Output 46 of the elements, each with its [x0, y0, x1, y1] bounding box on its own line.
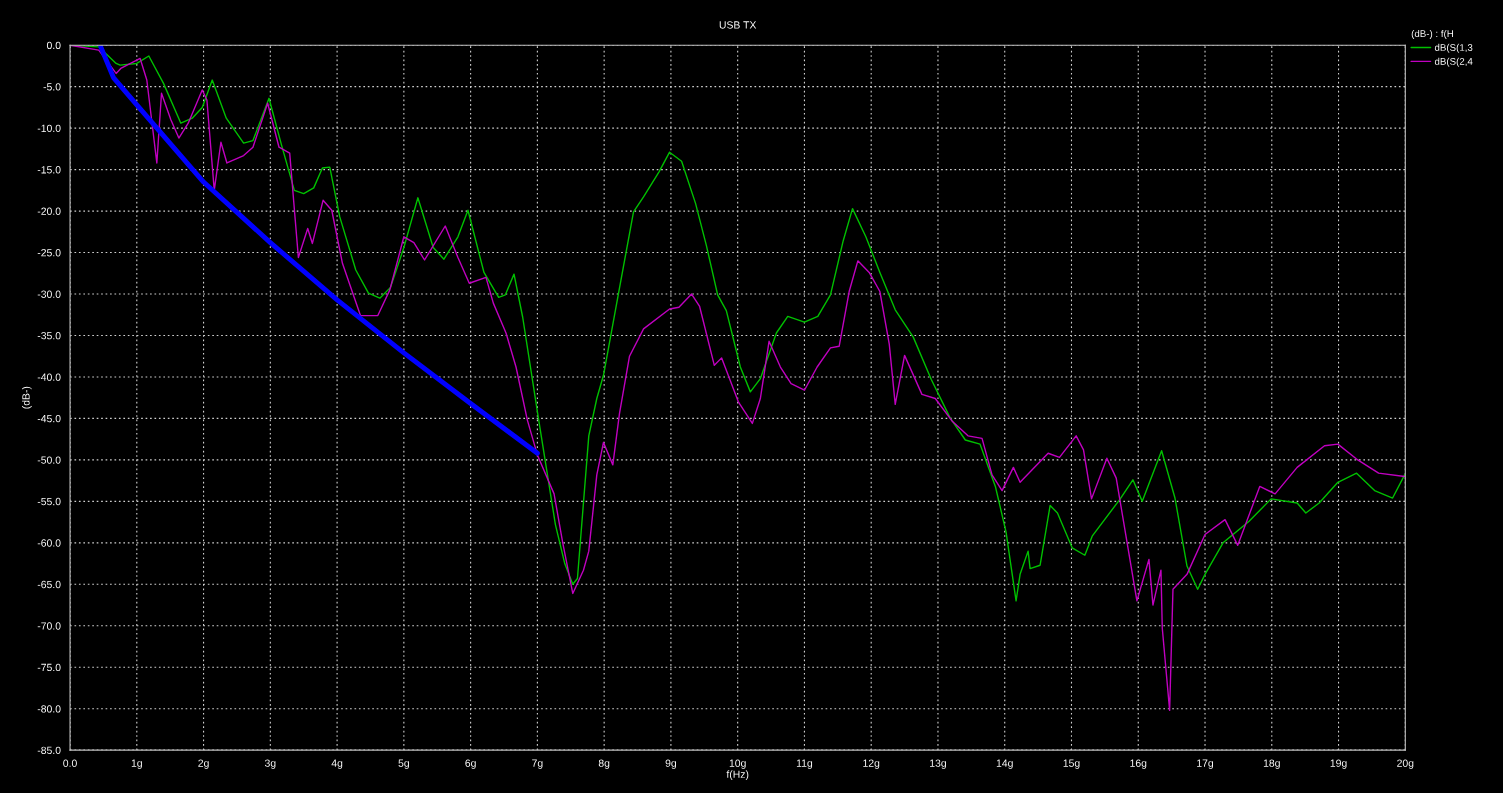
x-tick-label: 9g: [665, 759, 677, 769]
x-tick-label: 11g: [796, 759, 813, 769]
x-tick-label: 8g: [598, 759, 610, 769]
y-tick-label: -25.0: [37, 249, 61, 257]
x-tick-label: 0.0: [63, 759, 77, 767]
y-tick-label: -30.0: [37, 290, 61, 298]
x-tick-label: 6g: [465, 759, 476, 769]
y-tick-label: -45.0: [37, 414, 61, 423]
y-tick-label: -35.0: [37, 331, 61, 340]
x-tick-label: 19g: [1330, 759, 1347, 769]
y-tick-label: -55.0: [37, 497, 61, 506]
x-tick-label: 3g: [264, 759, 276, 769]
x-tick-label: 18g: [1263, 759, 1280, 769]
x-tick-label: 5g: [398, 759, 409, 769]
x-tick-label: 12g: [863, 759, 880, 769]
x-tick-label: 20g: [1397, 759, 1414, 769]
y-tick-label: -80.0: [37, 705, 61, 713]
legend-label: dB(S(1,3: [1434, 43, 1473, 53]
y-tick-label: -10.0: [37, 124, 61, 133]
x-tick-label: 14g: [996, 759, 1013, 769]
x-tick-label: 15g: [1063, 759, 1080, 769]
y-tick-label: -50.0: [37, 456, 61, 464]
y-axis-title: (dB-): [22, 386, 32, 409]
x-tick-label: 17g: [1197, 759, 1214, 769]
chart-title: USB TX: [719, 21, 757, 29]
y-tick-label: -70.0: [37, 622, 61, 630]
y-tick-label: -5.0: [43, 83, 61, 91]
x-tick-label: 4g: [331, 759, 343, 769]
y-tick-label: -75.0: [37, 663, 61, 672]
legend-title: (dB-) : f(H: [1411, 29, 1454, 39]
y-tick-label: 0.0: [46, 41, 61, 50]
x-tick-label: 13g: [930, 759, 946, 769]
x-tick-label: 16g: [1130, 759, 1147, 769]
y-tick-label: -85.0: [37, 746, 61, 755]
y-tick-label: -20.0: [37, 207, 61, 215]
x-tick-label: 7g: [532, 759, 543, 769]
x-tick-label: 1g: [131, 759, 142, 769]
x-tick-label: 2g: [198, 759, 209, 769]
x-tick-label: 10g: [729, 759, 746, 769]
y-tick-label: -15.0: [37, 166, 61, 174]
legend-label: dB(S(2,4: [1434, 57, 1473, 67]
x-axis-title: f(Hz): [726, 770, 749, 781]
line-series: [98, 45, 540, 456]
y-tick-label: -40.0: [37, 373, 61, 381]
y-tick-label: -65.0: [37, 580, 61, 589]
y-tick-label: -60.0: [37, 539, 61, 547]
